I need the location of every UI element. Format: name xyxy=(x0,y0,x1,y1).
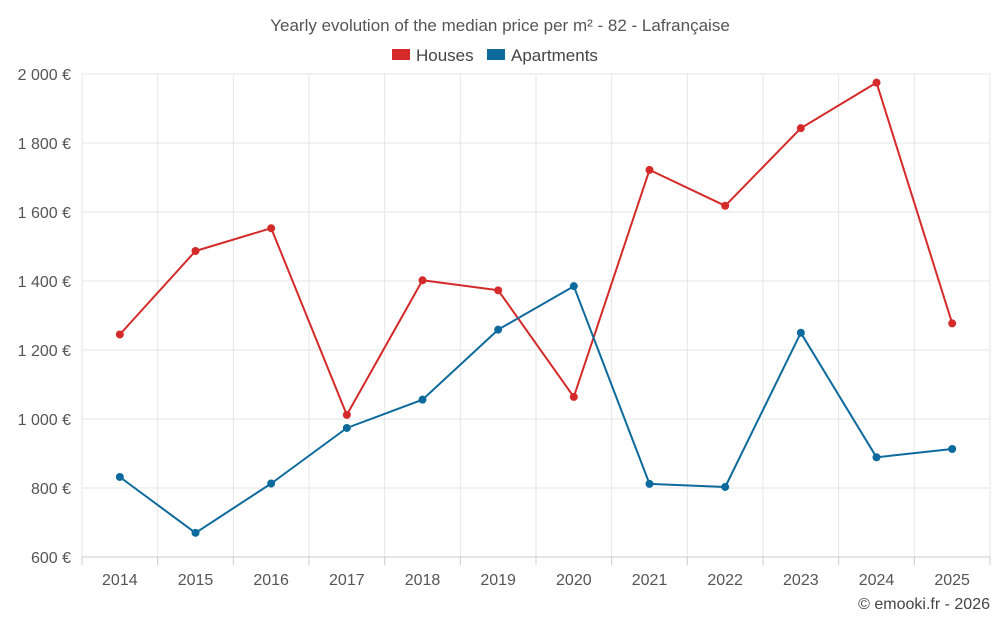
x-tick-label: 2024 xyxy=(859,572,895,589)
data-point-houses[interactable] xyxy=(191,246,200,255)
y-tick-label: 2 000 € xyxy=(18,67,71,84)
x-tick-label: 2025 xyxy=(934,572,970,589)
y-tick-label: 600 € xyxy=(31,550,71,567)
legend: Houses Apartments xyxy=(392,46,598,65)
y-tick-label: 1 800 € xyxy=(18,136,71,153)
data-point-apartments[interactable] xyxy=(948,445,957,454)
legend-label-houses[interactable]: Houses xyxy=(416,46,474,65)
data-point-apartments[interactable] xyxy=(115,472,124,481)
x-axis: 2014 2015 2016 2017 2018 2019 2020 2021 2022 2023… xyxy=(81,556,991,589)
grid xyxy=(81,73,991,558)
data-point-apartments[interactable] xyxy=(721,482,730,491)
series-line-apartments xyxy=(119,285,953,534)
series-group xyxy=(115,78,957,537)
y-axis: 600 € 800 € 1 000 € 1 200 € 1 400 € 1 600 € 1 … xyxy=(18,67,71,567)
data-point-apartments[interactable] xyxy=(191,528,200,537)
data-point-apartments[interactable] xyxy=(267,479,276,488)
y-tick-label: 1 400 € xyxy=(18,274,71,291)
data-point-apartments[interactable] xyxy=(569,282,578,291)
y-tick-label: 800 € xyxy=(31,481,71,498)
data-point-houses[interactable] xyxy=(115,330,124,339)
x-tick-label: 2017 xyxy=(329,572,365,589)
data-point-apartments[interactable] xyxy=(872,453,881,462)
y-tick-label: 1 000 € xyxy=(18,412,71,429)
x-tick-label: 2018 xyxy=(405,572,441,589)
data-point-houses[interactable] xyxy=(494,286,503,295)
data-point-apartments[interactable] xyxy=(645,479,654,488)
x-tick-label: 2020 xyxy=(556,572,592,589)
data-point-apartments[interactable] xyxy=(494,325,503,334)
data-point-houses[interactable] xyxy=(872,78,881,87)
x-tick-label: 2014 xyxy=(102,572,138,589)
x-tick-label: 2023 xyxy=(783,572,819,589)
data-point-houses[interactable] xyxy=(418,276,427,285)
data-point-houses[interactable] xyxy=(569,392,578,401)
x-tick-label: 2022 xyxy=(707,572,743,589)
x-tick-label: 2016 xyxy=(253,572,289,589)
data-point-houses[interactable] xyxy=(267,224,276,233)
data-point-houses[interactable] xyxy=(948,319,957,328)
y-tick-label: 1 200 € xyxy=(18,343,71,360)
data-point-houses[interactable] xyxy=(645,165,654,174)
data-point-apartments[interactable] xyxy=(796,328,805,337)
series-line-houses xyxy=(119,81,954,416)
data-point-houses[interactable] xyxy=(342,410,351,419)
legend-swatch-houses xyxy=(392,49,410,60)
data-point-apartments[interactable] xyxy=(418,395,427,404)
x-tick-label: 2019 xyxy=(480,572,516,589)
data-point-apartments[interactable] xyxy=(342,423,351,432)
x-tick-label: 2021 xyxy=(632,572,668,589)
x-tick-label: 2015 xyxy=(178,572,214,589)
legend-swatch-apartments xyxy=(487,49,505,60)
legend-label-apartments[interactable]: Apartments xyxy=(511,46,598,65)
y-tick-label: 1 600 € xyxy=(18,205,71,222)
credit-label: © emooki.fr - 2026 xyxy=(858,596,990,613)
chart-title: Yearly evolution of the median price per… xyxy=(270,16,730,35)
data-point-houses[interactable] xyxy=(721,201,730,210)
data-point-houses[interactable] xyxy=(796,124,805,133)
